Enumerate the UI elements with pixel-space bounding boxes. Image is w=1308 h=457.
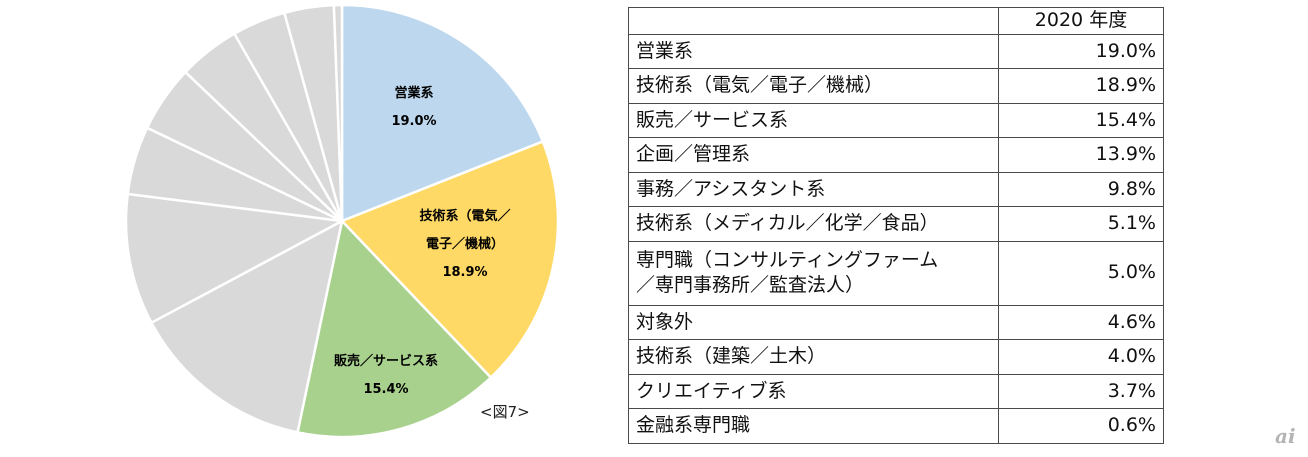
category-text: 金融系専門職 bbox=[636, 414, 751, 437]
table-cell-value: 5.0% bbox=[998, 240, 1164, 306]
table-cell-category: 専門職（コンサルティングファーム ／専門事務所／監査法人） bbox=[628, 240, 999, 306]
table-row: 対象外 4.6% bbox=[628, 304, 1164, 341]
category-text: 事務／アシスタント系 bbox=[636, 177, 826, 200]
table-cell-category: 技術系（メディカル／化学／食品） bbox=[628, 206, 999, 242]
table-row: 事務／アシスタント系 9.8% bbox=[628, 171, 1164, 208]
table-header-blank bbox=[628, 7, 999, 35]
table-cell-value: 4.6% bbox=[998, 304, 1164, 341]
table-row: 金融系専門職 0.6% bbox=[628, 408, 1164, 444]
table-cell-value: 4.0% bbox=[998, 339, 1164, 375]
pie-slice-10 bbox=[332, 3, 344, 222]
table-header-row: 2020 年度 bbox=[628, 7, 1164, 35]
table-row: 技術系（電気／電子／機械） 18.9% bbox=[628, 68, 1164, 104]
table-row: 営業系 19.0% bbox=[628, 33, 1164, 70]
figure-caption: <図7> bbox=[480, 403, 530, 421]
table-row: 技術系（建築／土木） 4.0% bbox=[628, 339, 1164, 375]
pie-value-label-2: 15.4% bbox=[363, 382, 408, 397]
table-row: 販売／サービス系 15.4% bbox=[628, 102, 1164, 139]
table-cell-value: 19.0% bbox=[998, 33, 1164, 70]
table-cell-value: 0.6% bbox=[998, 408, 1164, 444]
watermark-logo: ai bbox=[1275, 424, 1296, 448]
pie-slice-2 bbox=[296, 218, 493, 439]
category-text: 技術系（メディカル／化学／食品） bbox=[636, 212, 939, 235]
pie-slice-0 bbox=[340, 3, 545, 223]
table-cell-value: 3.7% bbox=[998, 373, 1164, 410]
pie-chart: 営業系 19.0% 技術系（電気／ 電子／機械） 18.9% 販売／サービス系 15.4% bbox=[124, 3, 560, 439]
pie-category-label-1: 電子／機械） bbox=[426, 236, 504, 252]
category-text: 対象外 bbox=[636, 310, 694, 333]
table-cell-value: 15.4% bbox=[998, 102, 1164, 139]
pie-slice-4 bbox=[124, 192, 347, 325]
table-cell-category: 販売／サービス系 bbox=[628, 102, 999, 139]
table-cell-category: 企画／管理系 bbox=[628, 137, 999, 173]
table-cell-value: 5.1% bbox=[998, 206, 1164, 242]
category-text: 営業系 bbox=[636, 39, 694, 62]
category-text: ／専門事務所／監査法人） bbox=[636, 274, 865, 297]
table-cell-category: 事務／アシスタント系 bbox=[628, 171, 999, 208]
category-text: クリエイティブ系 bbox=[636, 379, 787, 402]
table-cell-value: 9.8% bbox=[998, 171, 1164, 208]
pie-slice-1 bbox=[339, 139, 560, 380]
table-row: 専門職（コンサルティングファーム ／専門事務所／監査法人） 5.0% bbox=[628, 240, 1164, 306]
pie-category-label-0: 営業系 bbox=[394, 85, 433, 101]
pie-value-label-0: 19.0% bbox=[391, 114, 436, 129]
data-table: 2020 年度 営業系 19.0% 技術系（電気／電子／機械） 18.9% 販売／サービ… bbox=[628, 7, 1164, 444]
table-row: クリエイティブ系 3.7% bbox=[628, 373, 1164, 410]
category-text: 技術系（電気／電子／機械） bbox=[636, 74, 884, 97]
table-cell-value: 13.9% bbox=[998, 137, 1164, 173]
pie-slice-3 bbox=[149, 218, 344, 434]
pie-value-label-1: 18.9% bbox=[442, 265, 487, 280]
table-row: 技術系（メディカル／化学／食品） 5.1% bbox=[628, 206, 1164, 242]
table-header-year: 2020 年度 bbox=[998, 7, 1164, 35]
table-cell-value: 18.9% bbox=[998, 68, 1164, 104]
table-cell-category: 営業系 bbox=[628, 33, 999, 70]
category-text: 販売／サービス系 bbox=[636, 108, 789, 131]
table-cell-category: 金融系専門職 bbox=[628, 408, 999, 444]
category-text: 技術系（建築／土木） bbox=[636, 345, 827, 368]
category-text: 企画／管理系 bbox=[636, 143, 751, 166]
pie-category-label-2: 販売／サービス系 bbox=[334, 353, 438, 369]
table-row: 企画／管理系 13.9% bbox=[628, 137, 1164, 173]
category-text: 専門職（コンサルティングファーム bbox=[636, 248, 939, 271]
table-cell-category: 技術系（建築／土木） bbox=[628, 339, 999, 375]
table-cell-category: クリエイティブ系 bbox=[628, 373, 999, 410]
pie-category-label-1: 技術系（電気／ bbox=[419, 208, 510, 224]
table-cell-category: 対象外 bbox=[628, 304, 999, 341]
table-cell-category: 技術系（電気／電子／機械） bbox=[628, 68, 999, 104]
